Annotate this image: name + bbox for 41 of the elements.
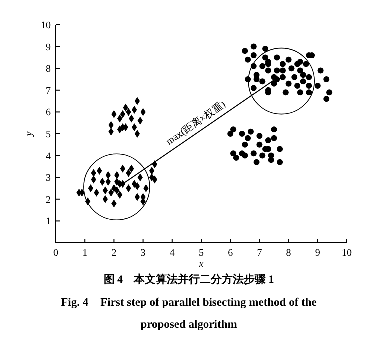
y-tick-label: 10 xyxy=(41,20,51,32)
x-tick-label: 7 xyxy=(257,248,262,259)
caption: 图 4 本文算法并行二分方法步骤 1 xyxy=(104,273,274,286)
x-tick-label: 1 xyxy=(82,248,88,259)
x-tick-label: 10 xyxy=(342,248,352,259)
point xyxy=(132,123,138,132)
point xyxy=(134,97,140,106)
x-tick-label: 3 xyxy=(140,248,146,259)
x-tick-label: 0 xyxy=(54,248,58,259)
y-tick-label: 2 xyxy=(46,194,51,206)
x-tick-label: 9 xyxy=(315,248,320,259)
x-tick-label: 6 xyxy=(228,248,234,259)
point xyxy=(120,110,126,118)
point xyxy=(102,195,108,204)
y-tick-label: 7 xyxy=(46,86,51,97)
y-tick-label: 3 xyxy=(46,173,51,184)
point xyxy=(134,193,140,202)
point xyxy=(134,182,140,190)
y-tick-label: 4 xyxy=(46,151,51,162)
point xyxy=(100,178,106,186)
x-tick-label: 8 xyxy=(286,248,292,259)
point xyxy=(88,184,94,192)
point xyxy=(149,167,155,176)
point xyxy=(117,114,123,123)
x-tick-label: 4 xyxy=(170,248,175,259)
y-tick-label: 9 xyxy=(46,42,51,54)
point xyxy=(120,164,126,173)
point xyxy=(117,191,123,200)
point xyxy=(132,106,138,114)
x-axis-title: x xyxy=(198,259,204,270)
point xyxy=(102,186,108,195)
caption: Fig. 4 First step of parallel bisecting method of the proposed algorithm xyxy=(61,297,317,331)
point xyxy=(134,130,140,138)
x-tick-label: 2 xyxy=(112,248,117,259)
y-tick-label: 8 xyxy=(46,64,51,76)
y-axis-title: y xyxy=(24,131,35,138)
point xyxy=(152,176,158,184)
y-tick-label: 6 xyxy=(46,108,51,119)
x-tick-label: 5 xyxy=(199,248,204,259)
y-tick-label: 1 xyxy=(46,216,51,228)
y-tick-label: 5 xyxy=(46,130,51,140)
